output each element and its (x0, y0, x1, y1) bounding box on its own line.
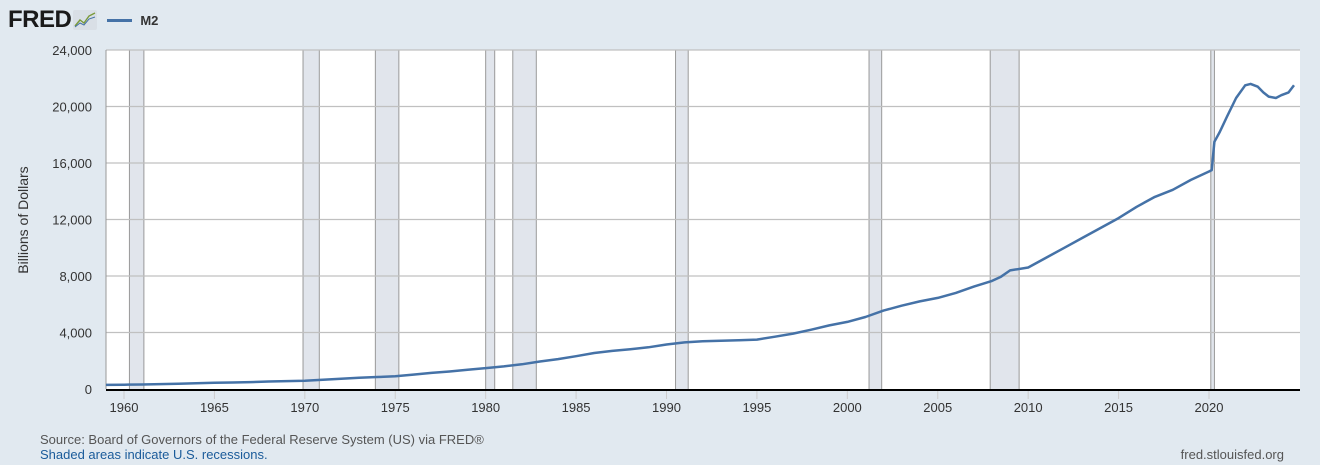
x-tick-label: 2000 (833, 400, 862, 415)
x-tick-label: 1980 (471, 400, 500, 415)
recession-note-link[interactable]: Shaded areas indicate U.S. recessions. (40, 447, 268, 462)
x-tick-label: 2010 (1014, 400, 1043, 415)
x-tick-label: 1985 (562, 400, 591, 415)
y-tick-label: 8,000 (59, 269, 92, 284)
y-tick-label: 0 (85, 382, 92, 397)
y-tick-label: 16,000 (52, 156, 92, 171)
x-tick-label: 1965 (200, 400, 229, 415)
y-tick-label: 12,000 (52, 213, 92, 228)
legend-label: M2 (140, 12, 159, 28)
series-line-m2[interactable] (105, 82, 1295, 387)
fred-url-link[interactable]: fred.stlouisfed.org (1180, 447, 1284, 462)
x-tick-label: 2015 (1104, 400, 1133, 415)
grid-lines (105, 49, 1300, 389)
fred-logo[interactable]: FRED (8, 6, 72, 33)
chart-line-icon (73, 10, 98, 30)
x-tick-label: 1995 (742, 400, 771, 415)
y-tick-label: 4,000 (59, 326, 92, 341)
source-text: Source: Board of Governors of the Federa… (40, 432, 484, 447)
legend-item-m2[interactable]: M2 (107, 13, 158, 28)
x-tick-label: 1975 (381, 400, 410, 415)
x-tick-label: 2005 (923, 400, 952, 415)
y-tick-label: 24,000 (52, 43, 92, 58)
chart-header: FRED M2 (8, 4, 158, 36)
legend-swatch (107, 18, 133, 22)
x-tick-label: 1970 (290, 400, 319, 415)
y-tick-label: 20,000 (52, 100, 92, 115)
x-tick-label: 1990 (652, 400, 681, 415)
y-axis-ticks: 0 4,000 8,000 12,000 16,000 20,000 24,000 (52, 43, 92, 397)
line-chart: 0 4,000 8,000 12,000 16,000 20,000 24,000 1960… (15, 43, 1300, 415)
x-tick-label: 2020 (1195, 400, 1224, 415)
x-tick-label: 1960 (110, 400, 139, 415)
x-axis-ticks: 1960 1965 1970 1975 1980 1985 1990 1995 2000 2005… (110, 391, 1224, 415)
y-axis-label: Billions of Dollars (15, 166, 31, 273)
